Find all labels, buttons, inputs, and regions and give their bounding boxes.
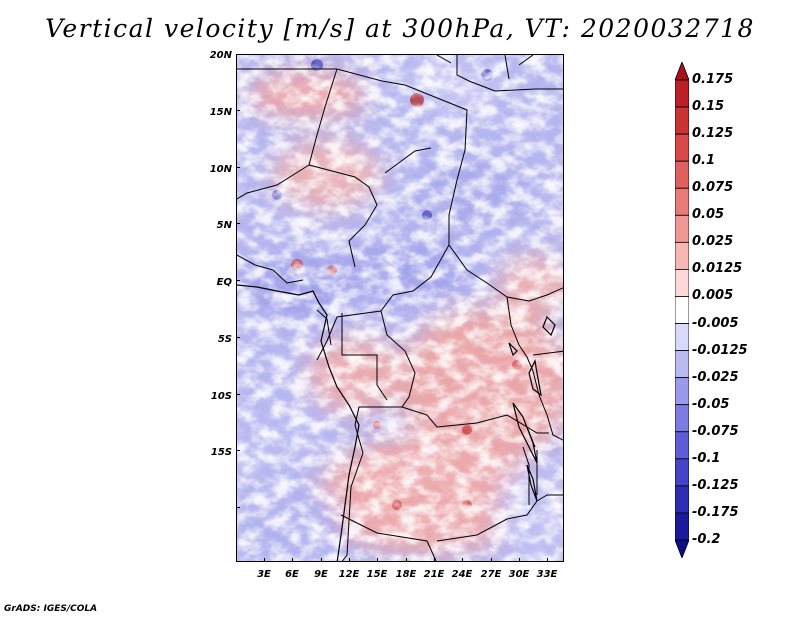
map-title: Vertical velocity [m/s] at 300hPa, VT: 2… bbox=[45, 14, 755, 43]
lon-label: 15E bbox=[366, 569, 388, 580]
grads-credit: GrADS: IGES/COLA bbox=[4, 604, 98, 614]
colorbar-segment bbox=[675, 296, 689, 324]
lon-label: 24E bbox=[451, 569, 473, 580]
colorbar-level-label: 0.005 bbox=[692, 288, 734, 304]
colorbar-segment bbox=[675, 512, 689, 541]
lat-label: 5N bbox=[216, 220, 232, 231]
colorbar-segment bbox=[675, 485, 689, 514]
colorbar-level-label: -0.2 bbox=[692, 532, 721, 547]
colorbar-level-label: 0.1 bbox=[692, 153, 716, 169]
lat-label: 15N bbox=[209, 107, 232, 118]
colorbar-segment bbox=[675, 62, 689, 81]
colorbar-level-label: -0.125 bbox=[692, 477, 739, 493]
lat-label: 5S bbox=[217, 334, 232, 345]
field-base bbox=[237, 55, 563, 561]
colorbar-level-label: 0.15 bbox=[692, 99, 725, 115]
colorbar-level-label: 0.175 bbox=[692, 72, 734, 87]
lon-label: 21E bbox=[423, 569, 445, 580]
colorbar-level-label: 0.125 bbox=[692, 126, 734, 142]
colorbar-segment bbox=[675, 377, 689, 406]
colorbar-segment bbox=[675, 539, 689, 558]
colorbar-segment bbox=[675, 241, 689, 270]
colorbar-segment bbox=[675, 323, 689, 351]
lon-label: 18E bbox=[395, 569, 417, 580]
lon-label: 30E bbox=[508, 569, 530, 580]
map-panel[interactable] bbox=[236, 54, 564, 562]
colorbar-segment bbox=[675, 106, 689, 135]
colorbar-segment bbox=[675, 160, 689, 189]
colorbar-level-label: 0.025 bbox=[692, 234, 734, 250]
colorbar-level-label: -0.1 bbox=[692, 450, 721, 466]
colorbar-level-label: -0.025 bbox=[692, 369, 739, 385]
colorbar-level-label: -0.05 bbox=[692, 396, 730, 412]
colorbar-segment bbox=[675, 269, 689, 297]
colorbar-segment bbox=[675, 187, 689, 216]
lat-label: 10S bbox=[210, 391, 232, 402]
colorbar-segment bbox=[675, 79, 689, 108]
colorbar-segment bbox=[675, 404, 689, 433]
lat-label: 10N bbox=[209, 164, 232, 175]
lon-label: 12E bbox=[338, 569, 360, 580]
lat-label: 15S bbox=[210, 447, 232, 458]
lat-label: EQ bbox=[216, 277, 232, 288]
colorbar-segment bbox=[675, 214, 689, 243]
colorbar-level-label: -0.075 bbox=[692, 423, 739, 439]
colorbar-level-label: -0.005 bbox=[692, 315, 739, 331]
lon-label: 27E bbox=[480, 569, 502, 580]
colorbar bbox=[675, 62, 689, 558]
country-borders bbox=[237, 55, 563, 561]
lat-label: 20N bbox=[209, 50, 232, 61]
colorbar-level-label: 0.0125 bbox=[692, 261, 743, 277]
colorbar-segment bbox=[675, 431, 689, 460]
colorbar-segment bbox=[675, 350, 689, 379]
colorbar-level-label: -0.0125 bbox=[692, 342, 748, 358]
colorbar-level-label: 0.075 bbox=[692, 180, 734, 196]
colorbar-level-label: 0.05 bbox=[692, 207, 725, 223]
vertical-velocity-field bbox=[237, 55, 563, 561]
lon-label: 9E bbox=[314, 569, 328, 580]
colorbar-segment bbox=[675, 133, 689, 162]
colorbar-level-label: -0.175 bbox=[692, 504, 739, 520]
colorbar-segment bbox=[675, 458, 689, 487]
lon-label: 33E bbox=[536, 569, 558, 580]
lon-label: 6E bbox=[285, 569, 299, 580]
lon-label: 3E bbox=[257, 569, 271, 580]
coastline-lakes bbox=[237, 284, 556, 561]
